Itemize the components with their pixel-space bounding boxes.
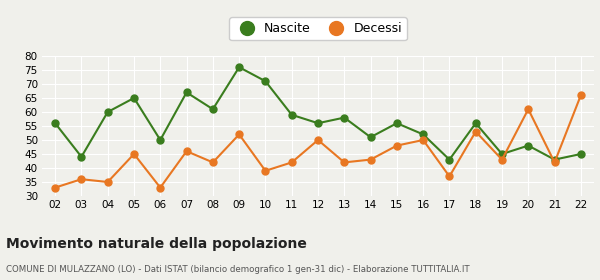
Nascite (341, 116, 348, 119)
Nascite (446, 158, 453, 161)
Decessi (367, 158, 374, 161)
Decessi (472, 130, 479, 133)
Decessi (419, 138, 427, 142)
Decessi (209, 161, 217, 164)
Text: COMUNE DI MULAZZANO (LO) - Dati ISTAT (bilancio demografico 1 gen-31 dic) - Elab: COMUNE DI MULAZZANO (LO) - Dati ISTAT (b… (6, 265, 470, 274)
Line: Nascite: Nascite (52, 64, 584, 163)
Nascite (209, 108, 217, 111)
Nascite (393, 122, 400, 125)
Nascite (577, 152, 584, 156)
Decessi (78, 178, 85, 181)
Line: Decessi: Decessi (52, 92, 584, 191)
Decessi (52, 186, 59, 189)
Decessi (288, 161, 295, 164)
Nascite (157, 138, 164, 142)
Text: Movimento naturale della popolazione: Movimento naturale della popolazione (6, 237, 307, 251)
Decessi (499, 158, 506, 161)
Decessi (130, 152, 137, 156)
Nascite (367, 136, 374, 139)
Nascite (130, 96, 137, 100)
Decessi (262, 169, 269, 172)
Decessi (341, 161, 348, 164)
Nascite (524, 144, 532, 147)
Nascite (78, 155, 85, 158)
Nascite (472, 122, 479, 125)
Decessi (393, 144, 400, 147)
Decessi (314, 138, 322, 142)
Decessi (524, 108, 532, 111)
Nascite (236, 66, 243, 69)
Nascite (499, 152, 506, 156)
Decessi (104, 180, 112, 184)
Nascite (551, 158, 558, 161)
Decessi (157, 186, 164, 189)
Decessi (446, 175, 453, 178)
Nascite (183, 91, 190, 94)
Nascite (104, 110, 112, 114)
Nascite (52, 122, 59, 125)
Nascite (288, 113, 295, 116)
Nascite (419, 133, 427, 136)
Decessi (236, 133, 243, 136)
Nascite (314, 122, 322, 125)
Decessi (577, 94, 584, 97)
Nascite (262, 80, 269, 83)
Decessi (551, 161, 558, 164)
Decessi (183, 150, 190, 153)
Legend: Nascite, Decessi: Nascite, Decessi (229, 17, 407, 40)
